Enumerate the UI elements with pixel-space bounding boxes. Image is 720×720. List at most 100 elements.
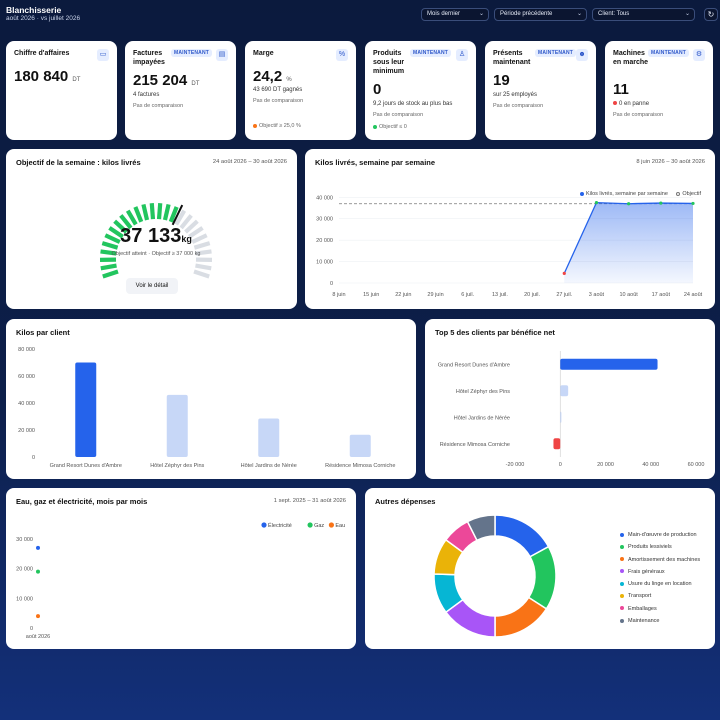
panel-title: Eau, gaz et électricité, mois par mois bbox=[16, 497, 148, 506]
x-tick-label: 40 000 bbox=[642, 462, 659, 468]
legend-label: Produits lessiviels bbox=[628, 544, 672, 551]
kpi-present-card[interactable]: Présents maintenant MAINTENANT ☻ 19 sur … bbox=[485, 41, 596, 140]
kpi-sub: 43 690 DT gagnés bbox=[253, 87, 303, 93]
legend-label: Transport bbox=[628, 593, 652, 600]
y-tick-label: 0 bbox=[30, 626, 33, 632]
gauge-segment bbox=[156, 203, 163, 220]
kpi-margin-card[interactable]: Marge % 24,2 % 43 690 DT gagnés Pas de c… bbox=[245, 41, 356, 140]
legend-series[interactable]: Kilos livrés, semaine par semaine bbox=[579, 191, 668, 197]
bar bbox=[166, 394, 188, 457]
legend-item[interactable]: Frais généraux bbox=[620, 567, 700, 579]
kpi-title: Factures impayées bbox=[133, 50, 165, 66]
legend-swatch bbox=[620, 618, 624, 623]
view-detail-button[interactable]: Voir le détail bbox=[126, 278, 178, 294]
kpi-sub: 0 en panne bbox=[613, 101, 649, 107]
gauge-segment bbox=[195, 249, 212, 256]
kpi-machines-card[interactable]: Machines en marche MAINTENANT ⚙ 11 0 en … bbox=[605, 41, 713, 140]
x-tick-label: 10 août bbox=[619, 292, 638, 298]
legend-swatch bbox=[328, 522, 334, 528]
kpi-foot: Pas de comparaison bbox=[373, 112, 424, 118]
x-tick-label: 0 bbox=[559, 462, 562, 468]
legend-swatch bbox=[579, 191, 584, 196]
y-tick-label: 40 000 bbox=[316, 195, 333, 201]
gauge-segment bbox=[102, 269, 119, 279]
legend-item[interactable]: Usure du linge en location bbox=[620, 579, 700, 591]
gear-icon: ⚙ bbox=[693, 49, 705, 61]
legend-item[interactable]: Produits lessiviels bbox=[620, 542, 700, 554]
gauge-segment bbox=[179, 214, 193, 230]
panel-title: Autres dépenses bbox=[375, 497, 436, 506]
status-dot bbox=[613, 101, 617, 106]
weekly-card: Kilos livrés, semaine par semaine 8 juin… bbox=[305, 149, 715, 309]
weekly-line-chart: 0 10 000 20 000 30 000 40 000 8 juin 15 juin 22… bbox=[316, 195, 703, 298]
gauge-segment bbox=[104, 233, 121, 244]
bar bbox=[560, 411, 562, 423]
series-area bbox=[564, 202, 693, 283]
top5-bar-chart: -20 000 0 20 000 40 000 60 000 Grand Resort D… bbox=[438, 351, 704, 468]
header: Blanchisserie août 2026 · vs juillet 202… bbox=[0, 0, 720, 30]
panel-title: Kilos livrés, semaine par semaine bbox=[315, 158, 436, 167]
x-tick-label: août 2026 bbox=[26, 634, 50, 640]
legend-item[interactable]: Amortissement des machines bbox=[620, 555, 700, 567]
y-tick-label: 80 000 bbox=[18, 347, 35, 353]
x-tick-label: 24 août bbox=[684, 292, 703, 298]
bar bbox=[553, 438, 561, 450]
refresh-button[interactable]: ↻ bbox=[704, 8, 718, 21]
kpi-revenue-card[interactable]: Chiffre d'affaires ▭ 180 840 DT bbox=[6, 41, 117, 140]
app-title: Blanchisserie bbox=[6, 5, 62, 15]
kpi-title: Marge bbox=[253, 50, 274, 57]
status-dot bbox=[373, 124, 377, 129]
kpi-sub: 4 factures bbox=[133, 92, 160, 98]
period-select[interactable]: Mois dernier ⌄ bbox=[421, 8, 489, 21]
legend-swatch bbox=[676, 191, 681, 196]
status-badge: MAINTENANT bbox=[648, 49, 690, 57]
kpi-title: Produits sous leur minimum bbox=[373, 50, 405, 75]
legend-item[interactable]: Emballages bbox=[620, 604, 700, 616]
gauge-segment bbox=[125, 209, 138, 226]
compare-select[interactable]: Période précédente ⌄ bbox=[494, 8, 587, 21]
panel-date-range: 1 sept. 2025 – 31 août 2026 bbox=[273, 498, 346, 504]
gauge-value: 37 133kg bbox=[120, 225, 192, 247]
chevron-down-icon: ⌄ bbox=[684, 11, 690, 17]
legend-swatch bbox=[620, 557, 624, 562]
y-tick-label: 20 000 bbox=[16, 567, 33, 573]
kpi-value: 180 840 DT bbox=[14, 68, 81, 85]
legend-item[interactable]: Main-d'œuvre de production bbox=[620, 530, 700, 542]
kpi-title: Machines en marche bbox=[613, 50, 649, 66]
y-tick-label: Hôtel Jardins de Nérée bbox=[454, 415, 510, 421]
data-point bbox=[36, 569, 40, 574]
status-badge: MAINTENANT bbox=[171, 49, 213, 57]
bar bbox=[258, 418, 280, 457]
gauge-card: Objectif de la semaine : kilos livrés 24… bbox=[6, 149, 297, 309]
kpi-target: Objectif ≥ 25,0 % bbox=[253, 123, 301, 129]
legend-item[interactable]: Transport bbox=[620, 591, 700, 603]
gauge-chart bbox=[99, 203, 213, 279]
legend-item[interactable]: Maintenance bbox=[620, 616, 700, 628]
gauge-segment bbox=[119, 214, 133, 230]
kpi-products-card[interactable]: Produits sous leur minimum MAINTENANT ♙ … bbox=[365, 41, 476, 140]
y-tick-label: 20 000 bbox=[18, 428, 35, 434]
gauge-segment bbox=[100, 263, 117, 271]
clients-bar-chart: 0 20 000 40 000 60 000 80 000 Grand Resort Du… bbox=[18, 347, 395, 469]
gauge-segment bbox=[101, 241, 119, 250]
gauge-segment bbox=[133, 206, 144, 223]
bar bbox=[75, 362, 97, 457]
money-icon: ▭ bbox=[97, 49, 109, 61]
y-tick-label: 0 bbox=[32, 455, 35, 461]
status-badge: MAINTENANT bbox=[410, 49, 452, 57]
kpi-value: 24,2 % bbox=[253, 68, 292, 85]
gauge-segment bbox=[100, 249, 117, 256]
legend-target[interactable]: Objectif bbox=[676, 191, 701, 197]
gauge-segment bbox=[113, 219, 128, 234]
panel-date-range: 24 août 2026 – 30 août 2026 bbox=[212, 159, 287, 165]
x-tick-label: 17 août bbox=[652, 292, 671, 298]
expenses-donut-chart bbox=[433, 514, 557, 638]
client-select[interactable]: Client: Tous ⌄ bbox=[592, 8, 695, 21]
bar bbox=[560, 358, 658, 370]
kpi-value: 0 bbox=[373, 81, 382, 98]
x-tick-label: 27 juil. bbox=[556, 292, 572, 298]
gauge-note: Objectif atteint · Objectif ≥ 37 000 kg bbox=[111, 251, 201, 257]
legend-label: Eau bbox=[335, 523, 345, 529]
gauge-segment bbox=[193, 241, 211, 250]
kpi-invoices-card[interactable]: Factures impayées MAINTENANT ▤ 215 204 D… bbox=[125, 41, 236, 140]
